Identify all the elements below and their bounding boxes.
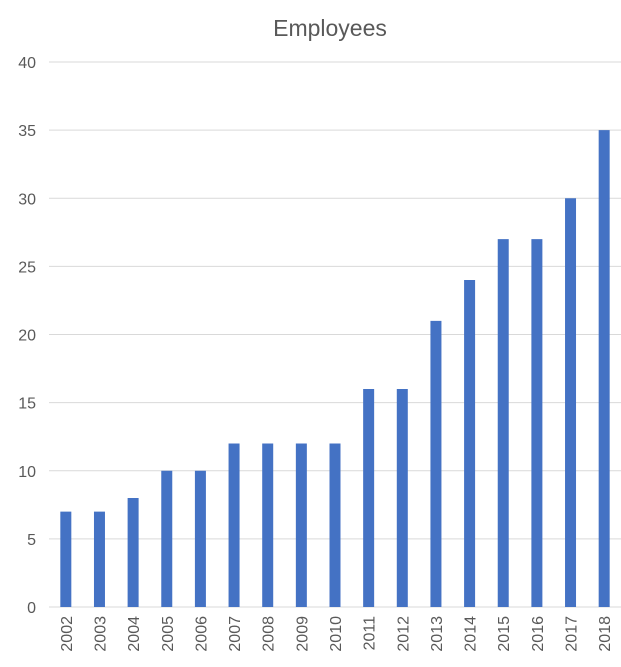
y-tick-label: 5 — [27, 532, 36, 549]
chart-title: Employees — [273, 15, 387, 41]
y-tick-label: 0 — [27, 600, 36, 617]
x-tick-label: 2013 — [429, 616, 446, 652]
x-tick-label: 2003 — [92, 616, 109, 652]
y-tick-label: 35 — [18, 123, 36, 140]
bar-2009 — [295, 443, 307, 607]
x-tick-label: 2008 — [261, 616, 278, 652]
bar-2018 — [598, 130, 610, 607]
y-tick-label: 15 — [18, 396, 36, 413]
x-tick-label: 2014 — [463, 616, 480, 652]
x-tick-label: 2009 — [294, 616, 311, 652]
bars — [60, 130, 610, 607]
bar-2012 — [396, 389, 408, 607]
gridlines — [49, 61, 621, 608]
bar-2007 — [228, 443, 240, 607]
x-tick-label: 2006 — [193, 616, 210, 652]
y-tick-label: 25 — [18, 259, 36, 276]
bar-2004 — [127, 498, 139, 607]
x-tick-label: 2011 — [362, 616, 379, 651]
x-tick-label: 2017 — [564, 616, 581, 652]
x-tick-label: 2004 — [126, 616, 143, 652]
bar-2011 — [363, 389, 375, 607]
x-tick-label: 2007 — [227, 616, 244, 652]
bar-2010 — [329, 443, 341, 607]
x-tick-label: 2010 — [328, 616, 345, 652]
x-tick-label: 2005 — [160, 616, 177, 652]
y-axis-ticks: 0 5 10 15 20 25 30 35 40 — [18, 55, 36, 617]
y-tick-label: 40 — [18, 55, 36, 72]
x-tick-label: 2015 — [496, 616, 513, 652]
bar-2017 — [565, 198, 577, 607]
x-tick-label: 2018 — [597, 616, 614, 652]
x-tick-label: 2012 — [395, 616, 412, 652]
bar-2003 — [93, 511, 105, 607]
bar-2016 — [531, 239, 543, 607]
x-tick-label: 2002 — [59, 616, 76, 652]
bar-2008 — [262, 443, 274, 607]
y-tick-label: 10 — [18, 464, 36, 481]
bar-2015 — [497, 239, 509, 607]
bar-2014 — [464, 280, 476, 607]
bar-2002 — [60, 511, 72, 607]
y-tick-label: 30 — [18, 191, 36, 208]
x-axis-ticks: 2002 2003 2004 2005 2006 2007 2008 2009 2010 2011… — [59, 616, 614, 652]
bar-2006 — [194, 470, 206, 607]
x-tick-label: 2016 — [530, 616, 547, 652]
bar-2013 — [430, 320, 442, 607]
y-tick-label: 20 — [18, 328, 36, 345]
bar-2005 — [161, 470, 173, 607]
